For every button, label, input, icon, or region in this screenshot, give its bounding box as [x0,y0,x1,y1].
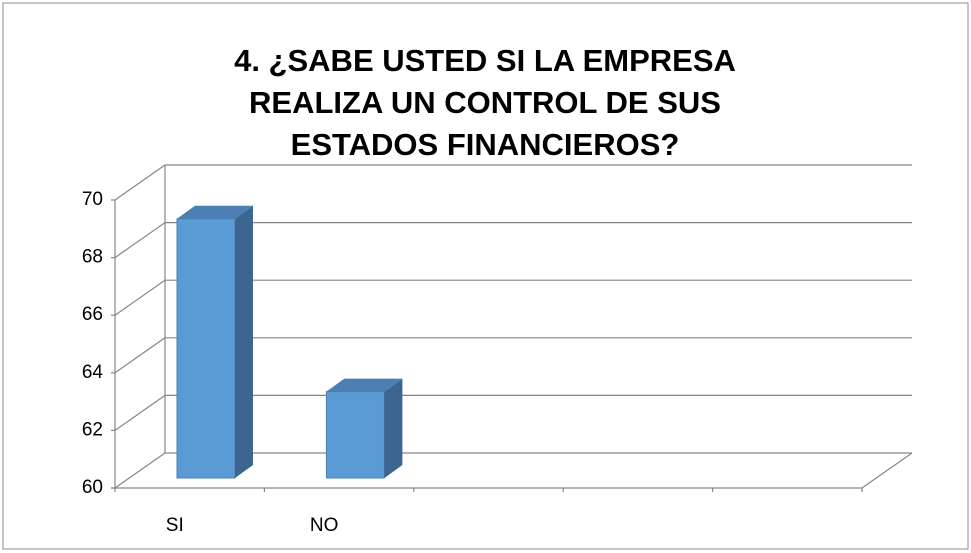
grid-line [114,222,166,259]
chart-title: 4. ¿SABE USTED SI LA EMPRESA REALIZA UN … [234,43,736,162]
grid-line [114,164,166,201]
floor-edge [861,452,913,489]
x-tick-label: SI [166,515,184,536]
grid-line [114,394,166,431]
bar-top [177,205,253,219]
grid-line [114,452,166,489]
y-tick-label: 68 [82,247,103,268]
y-tick-label: 60 [82,477,103,498]
bar-side [235,205,253,479]
grid-line [114,279,166,316]
y-tick-label: 66 [82,304,103,325]
y-tick-label: 70 [82,189,103,210]
bar [325,391,385,479]
y-tick-label: 62 [82,419,103,440]
bar-top [326,378,403,392]
bar-side [384,378,403,478]
bar [176,218,236,479]
x-tick-label: NO [310,515,339,536]
y-tick-label: 64 [82,362,104,383]
grid-line [114,337,166,374]
